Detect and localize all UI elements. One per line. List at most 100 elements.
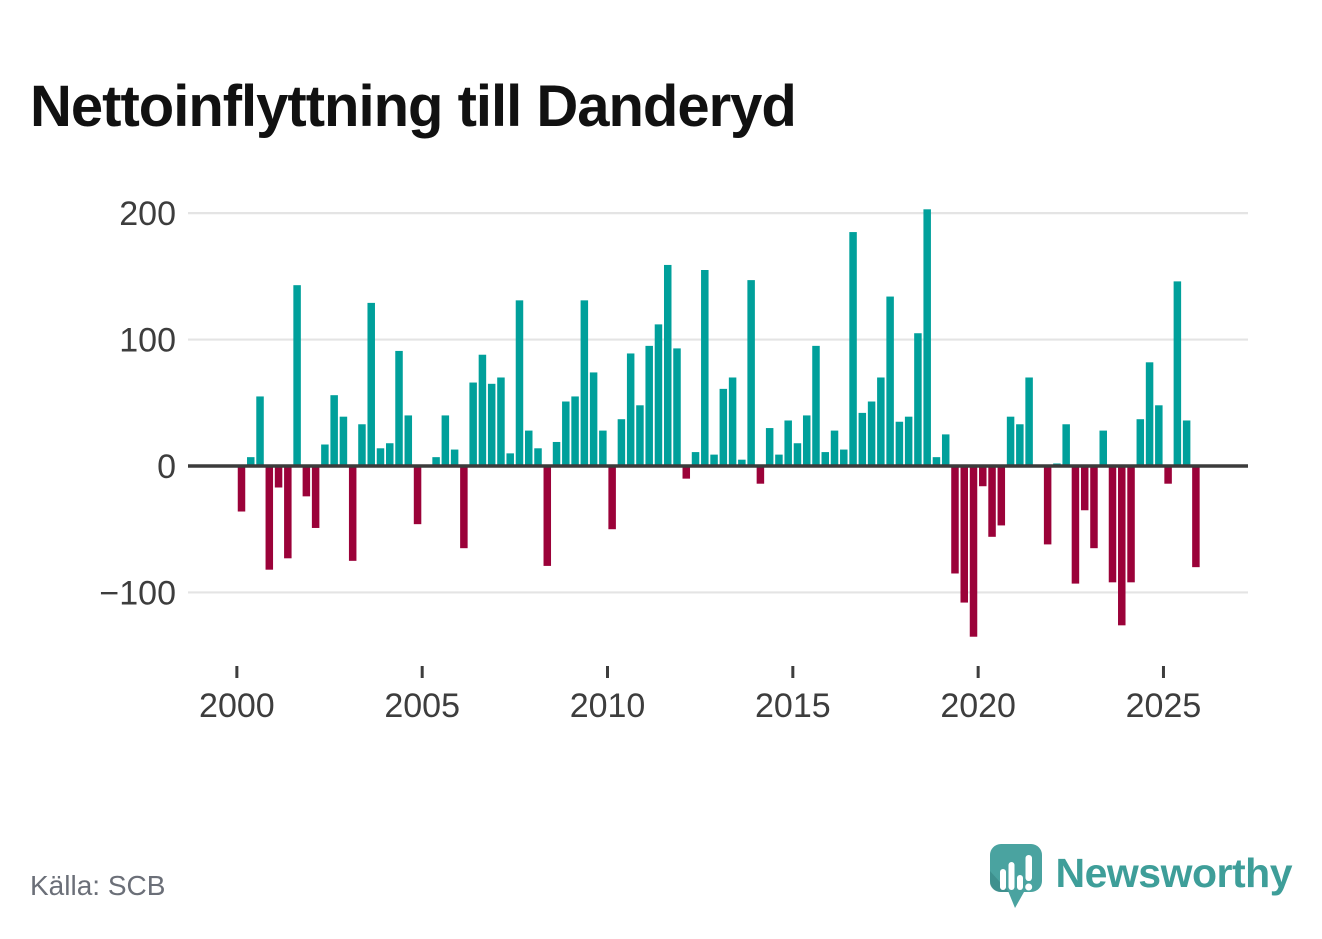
bubble-shape bbox=[989, 844, 1042, 908]
bar-quarter bbox=[274, 466, 283, 488]
bar-quarter bbox=[849, 232, 857, 466]
newsworthy-logo: Newsworthy bbox=[989, 843, 1292, 913]
bar-quarter bbox=[867, 401, 876, 466]
x-axis-label-2000: 2000 bbox=[199, 687, 275, 725]
bar-quarter bbox=[765, 428, 774, 466]
bar-quarter bbox=[386, 443, 394, 466]
bar-quarter bbox=[988, 466, 996, 537]
bar-quarter bbox=[487, 383, 496, 466]
bar-quarter bbox=[914, 333, 922, 466]
bar-quarter bbox=[1062, 424, 1070, 466]
newsworthy-bubble-icon bbox=[989, 844, 1042, 908]
bar-quarter bbox=[960, 466, 968, 603]
bar-quarter bbox=[1099, 430, 1107, 466]
bar-quarter bbox=[1155, 405, 1163, 466]
bar-quarter bbox=[654, 324, 663, 466]
logo-exclamation-bar bbox=[1025, 855, 1032, 881]
bar-quarter bbox=[376, 448, 385, 466]
y-axis-label-200: 200 bbox=[119, 195, 176, 233]
bar-quarter bbox=[812, 345, 820, 466]
bar-quarter bbox=[941, 434, 950, 466]
bar-quarter bbox=[1164, 466, 1172, 484]
bar-quarter bbox=[580, 300, 589, 466]
bar-quarter bbox=[506, 453, 514, 466]
bar-quarter bbox=[784, 420, 792, 466]
bar-quarter bbox=[1136, 419, 1145, 466]
y-axis-label--100: −100 bbox=[99, 574, 176, 612]
bar-quarter bbox=[432, 457, 440, 466]
page-title: Nettoinflyttning till Danderyd bbox=[30, 73, 797, 139]
bar-quarter bbox=[969, 466, 978, 637]
bar-quarter bbox=[237, 466, 246, 512]
bar-quarter bbox=[858, 412, 867, 466]
bar-quarter bbox=[358, 424, 366, 466]
bar-quarter bbox=[1080, 466, 1089, 511]
bar-quarter bbox=[525, 430, 533, 466]
x-axis-label-2015: 2015 bbox=[755, 687, 831, 725]
bar-quarter bbox=[710, 454, 718, 466]
bar-quarter bbox=[747, 280, 755, 466]
bar-quarter bbox=[460, 466, 468, 549]
bar-quarter bbox=[645, 345, 653, 466]
bar-quarter bbox=[450, 449, 459, 466]
bar-quarter bbox=[1090, 466, 1098, 549]
bar-quarter bbox=[571, 396, 579, 466]
bar-quarter bbox=[348, 466, 357, 561]
bar-quarter bbox=[997, 466, 1006, 526]
x-axis-label-2005: 2005 bbox=[384, 687, 460, 725]
x-axis-label-2025: 2025 bbox=[1126, 687, 1202, 725]
bar-quarter bbox=[691, 452, 700, 466]
bar-quarter bbox=[1192, 466, 1200, 568]
logo-bar-2 bbox=[1008, 862, 1014, 890]
bar-quarter bbox=[738, 459, 746, 466]
bar-quarter bbox=[979, 466, 987, 487]
bar-quarter bbox=[367, 302, 375, 466]
bar-quarter bbox=[886, 296, 894, 466]
bar-quarter bbox=[636, 405, 644, 466]
bar-quarter bbox=[1145, 362, 1154, 466]
bar-quarter bbox=[339, 416, 348, 466]
bar-quarter bbox=[626, 353, 635, 466]
bar-quarter bbox=[951, 466, 959, 574]
bar-quarter bbox=[534, 448, 542, 466]
bar-quarter bbox=[1016, 424, 1024, 466]
bar-quarter bbox=[552, 441, 561, 466]
bar-quarter bbox=[840, 449, 848, 466]
bar-quarter bbox=[1118, 466, 1126, 626]
x-axis-label-2010: 2010 bbox=[570, 687, 646, 725]
bar-quarter bbox=[904, 416, 913, 466]
x-axis-label-2020: 2020 bbox=[940, 687, 1016, 725]
bar-quarter bbox=[821, 452, 830, 466]
bar-quarter bbox=[756, 466, 765, 484]
bar-quarter bbox=[478, 354, 487, 466]
bar-quarter bbox=[395, 350, 403, 466]
bar-quarter bbox=[1182, 420, 1191, 466]
bar-quarter bbox=[802, 415, 811, 466]
bar-quarter bbox=[673, 348, 681, 466]
bar-quarter bbox=[932, 457, 941, 466]
bar-quarter bbox=[413, 466, 422, 525]
bar-quarter bbox=[682, 466, 691, 479]
bar-quarter bbox=[497, 377, 505, 467]
bar-quarter bbox=[404, 415, 413, 466]
bar-quarter bbox=[793, 443, 802, 466]
bar-quarter bbox=[515, 300, 524, 466]
logo-exclamation-dot bbox=[1024, 883, 1032, 891]
bar-quarter bbox=[562, 401, 570, 466]
bar-quarter bbox=[284, 466, 292, 559]
bar-quarter bbox=[1071, 466, 1080, 584]
bar-quarter bbox=[1025, 377, 1033, 467]
bar-quarter bbox=[877, 377, 885, 467]
bar-quarter bbox=[617, 419, 626, 466]
source-note: Källa: SCB bbox=[30, 870, 166, 901]
bar-quarter bbox=[265, 466, 274, 570]
bar-quarter bbox=[701, 270, 709, 466]
bar-quarter bbox=[330, 395, 338, 466]
bar-quarter bbox=[728, 377, 737, 467]
bar-quarter bbox=[469, 382, 477, 466]
bar-quarter bbox=[256, 396, 264, 466]
bar-quarter bbox=[543, 466, 552, 566]
bar-quarter bbox=[441, 415, 450, 466]
bar-quarter bbox=[775, 454, 783, 466]
